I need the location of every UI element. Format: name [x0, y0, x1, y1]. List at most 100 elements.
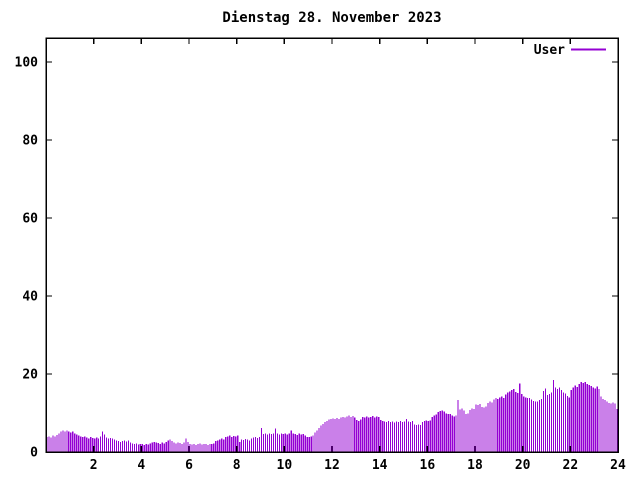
bar — [596, 386, 598, 452]
bar — [294, 434, 296, 452]
bar — [123, 440, 126, 452]
bar — [491, 402, 493, 452]
bar — [248, 440, 251, 452]
bar — [457, 400, 459, 452]
bar — [485, 406, 487, 452]
x-tick-label: 6 — [185, 458, 193, 473]
bar — [46, 437, 48, 452]
bar — [366, 416, 368, 452]
plot-border — [45, 37, 619, 453]
bar — [185, 438, 187, 452]
bar — [493, 399, 495, 452]
bar — [117, 441, 120, 452]
bar — [564, 393, 566, 452]
bar — [256, 437, 259, 452]
bar — [604, 400, 606, 452]
bar — [391, 421, 394, 452]
bar — [298, 433, 300, 452]
bar — [544, 388, 547, 452]
bar — [505, 394, 507, 452]
bar — [68, 431, 70, 452]
bar — [395, 421, 398, 452]
bar — [397, 421, 400, 452]
bar — [268, 433, 271, 452]
bar — [479, 404, 481, 452]
bar — [417, 424, 419, 452]
bar — [195, 444, 197, 452]
bar — [546, 395, 549, 452]
bar — [103, 434, 106, 452]
x-tick-label: 4 — [137, 458, 145, 473]
bar — [131, 443, 133, 452]
bar — [109, 437, 112, 452]
bar — [501, 396, 503, 452]
bar — [52, 435, 54, 452]
y-tick-label: 60 — [22, 212, 38, 227]
bar — [509, 391, 511, 452]
bar — [384, 421, 386, 452]
bar — [471, 408, 473, 452]
bar — [125, 441, 128, 452]
bar — [231, 436, 233, 452]
bars-group — [46, 380, 618, 452]
bar — [389, 421, 392, 452]
bar — [511, 389, 513, 452]
bar — [542, 391, 545, 452]
bar — [405, 418, 408, 452]
bar — [429, 420, 431, 452]
bar — [487, 402, 489, 452]
bar — [161, 442, 163, 452]
bar — [338, 418, 340, 452]
bar — [90, 437, 92, 452]
bar — [133, 444, 135, 452]
bar — [324, 421, 326, 452]
bar — [217, 440, 219, 452]
bar — [378, 416, 380, 452]
bar — [447, 414, 449, 452]
bar — [137, 444, 139, 452]
bar — [80, 436, 82, 452]
chart-title: Dienstag 28. November 2023 — [222, 10, 441, 26]
bar — [167, 440, 169, 452]
bar — [382, 420, 384, 452]
bar — [380, 420, 382, 452]
bar — [286, 434, 288, 452]
bar — [266, 434, 269, 452]
bar — [372, 416, 374, 452]
bar — [229, 435, 231, 452]
bar — [370, 416, 372, 452]
bar — [358, 420, 360, 452]
bar — [56, 435, 58, 452]
bar — [113, 439, 116, 452]
bar — [262, 434, 265, 452]
bar — [237, 435, 239, 452]
bar — [523, 396, 525, 452]
bar — [300, 434, 302, 452]
bar — [58, 433, 60, 452]
bar — [302, 434, 304, 452]
bar — [191, 444, 193, 452]
bar — [413, 424, 416, 452]
bar — [612, 402, 614, 452]
bar — [606, 401, 608, 452]
bar — [550, 392, 553, 452]
bar — [181, 443, 183, 452]
bar — [292, 433, 294, 452]
bar — [342, 416, 344, 452]
bar — [608, 402, 610, 452]
bar — [548, 393, 551, 452]
bar — [582, 382, 584, 452]
bar — [453, 416, 455, 452]
bar — [507, 392, 509, 452]
bar — [258, 437, 261, 452]
bar — [105, 437, 108, 452]
bar — [477, 405, 479, 452]
bar — [576, 386, 578, 452]
y-tick-label: 0 — [30, 446, 38, 461]
bar — [531, 399, 533, 452]
bar — [221, 438, 223, 452]
bar — [135, 443, 137, 452]
bar — [48, 436, 50, 452]
